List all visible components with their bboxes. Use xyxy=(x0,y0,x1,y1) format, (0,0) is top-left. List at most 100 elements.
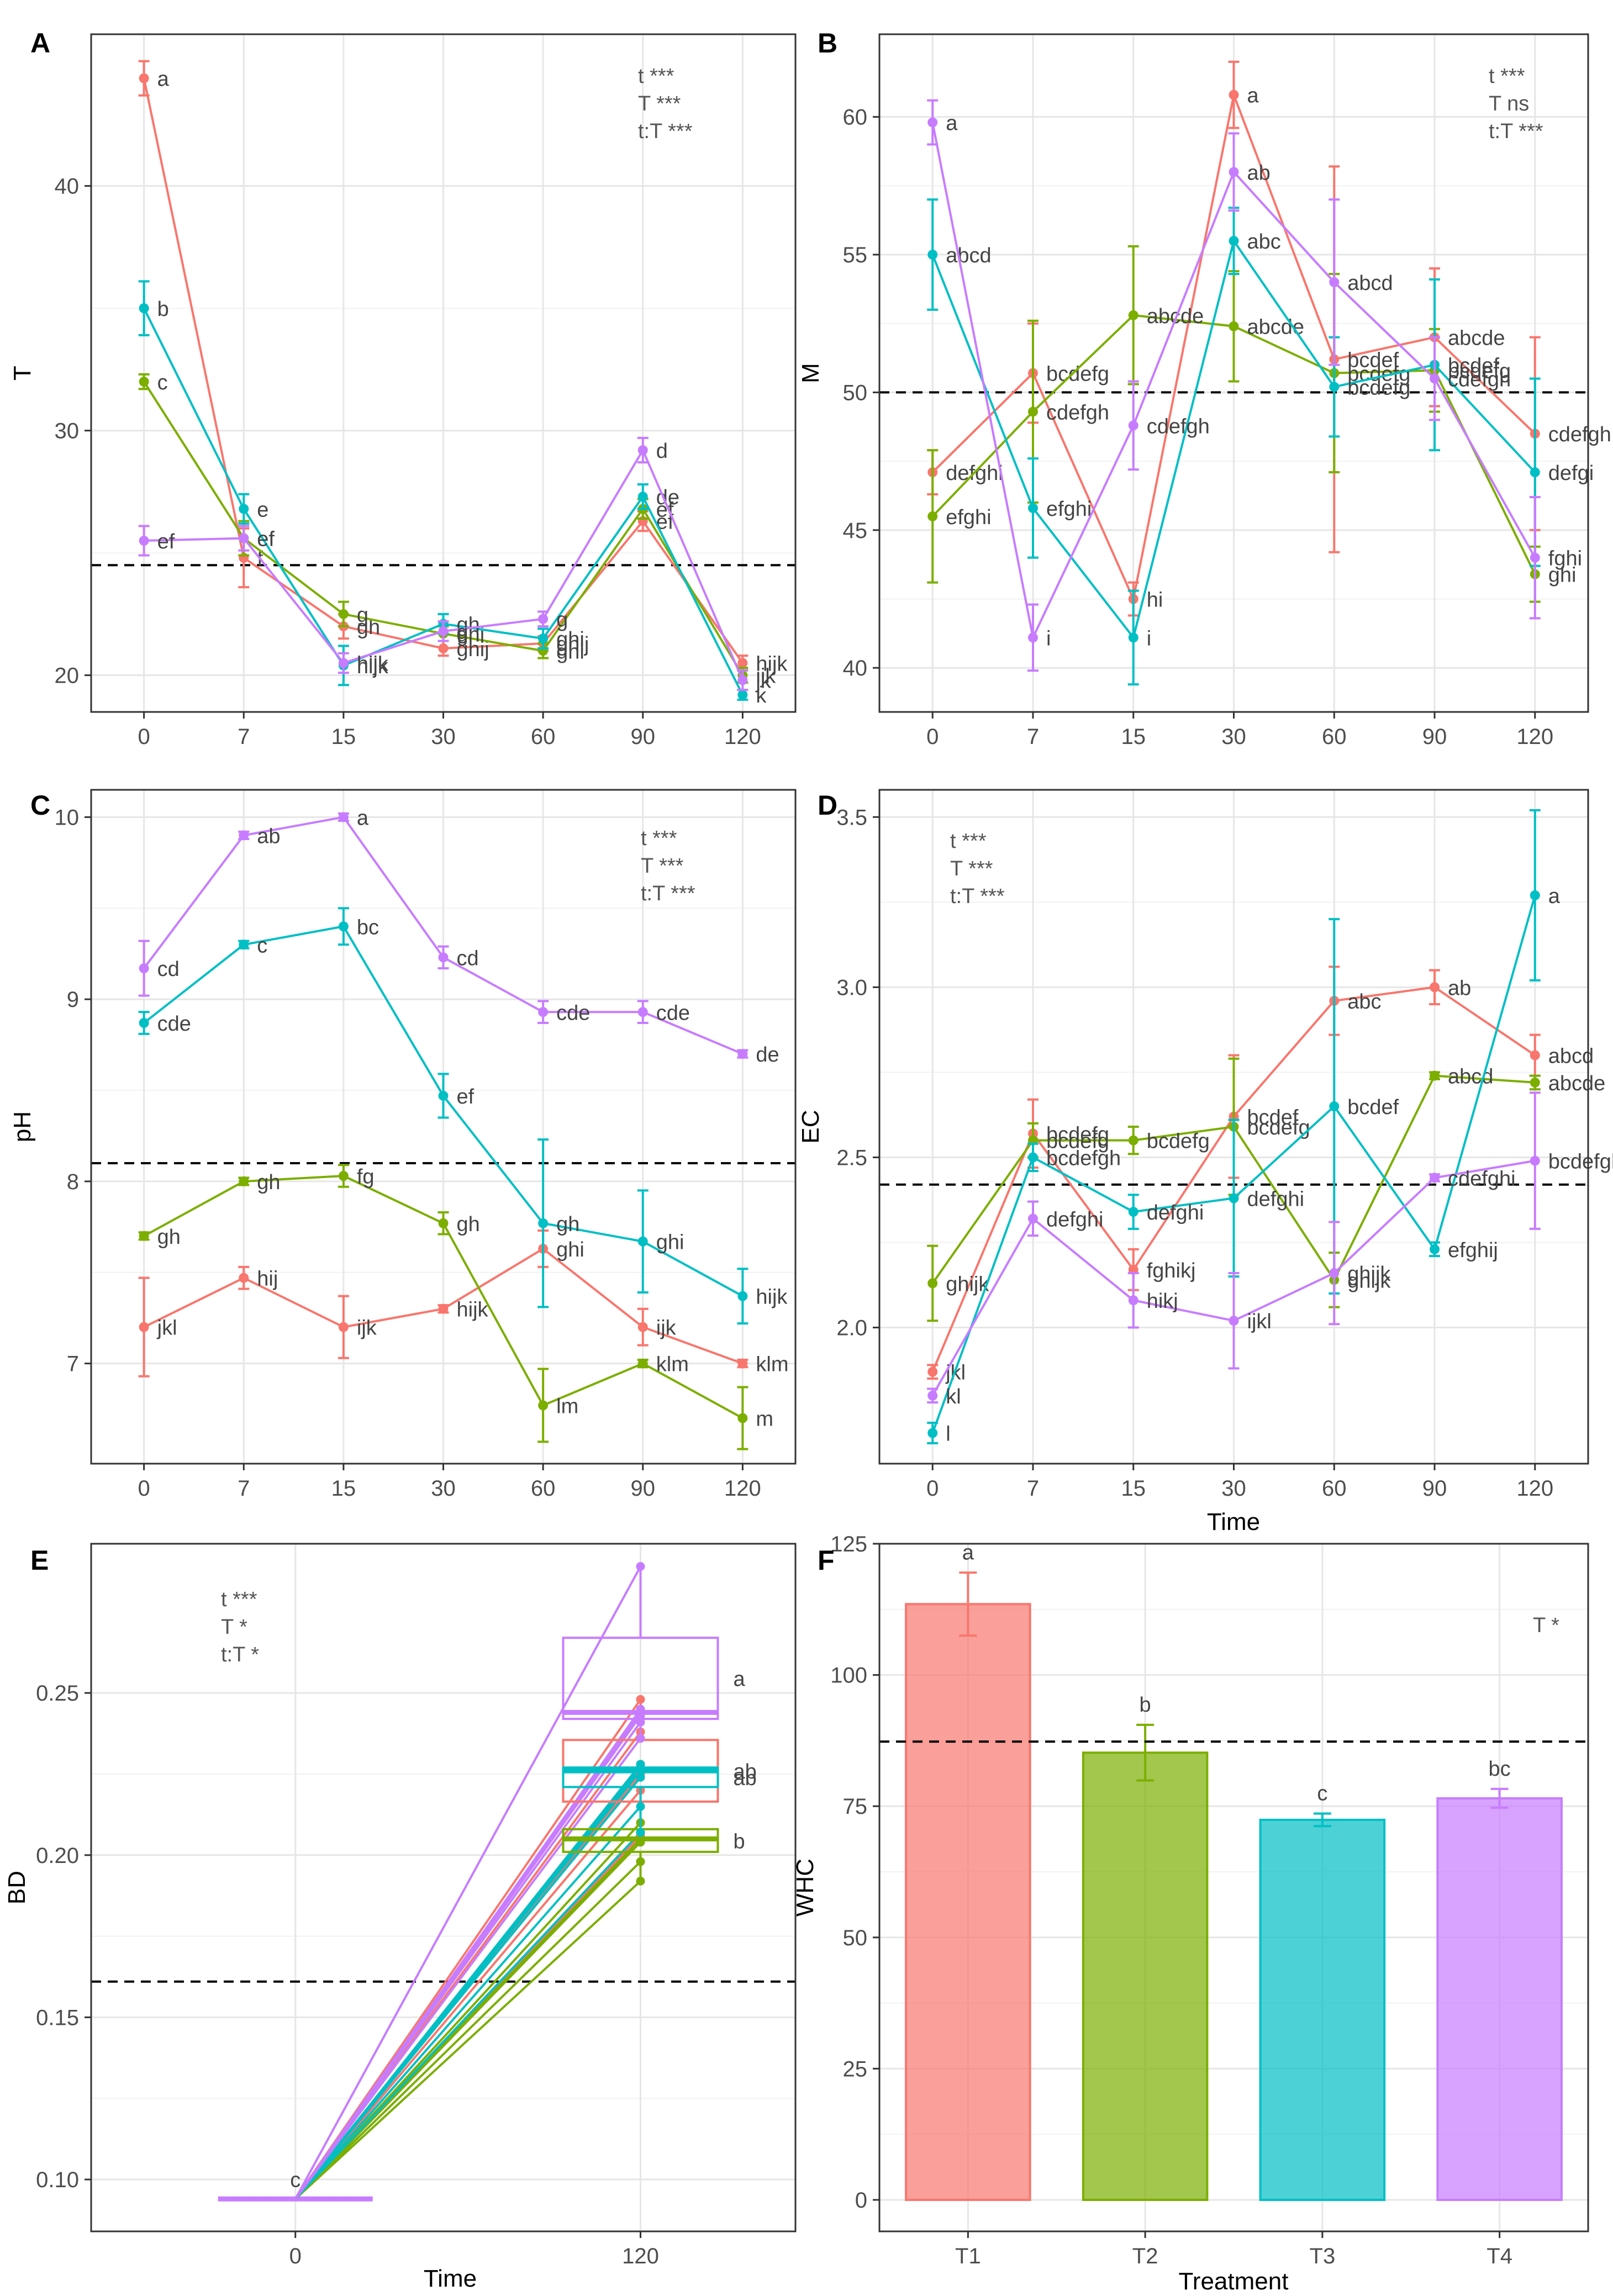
bar-T2 xyxy=(1082,1751,1209,2201)
stats-annotation: T ns xyxy=(1489,92,1529,115)
significance-letter: hi xyxy=(1147,589,1163,612)
significance-letter: gh xyxy=(556,1213,579,1236)
significance-letter: ghi xyxy=(556,640,584,663)
data-point-T3 xyxy=(637,1236,648,1247)
data-point-T3 xyxy=(1229,236,1239,246)
y-tick-label: 60 xyxy=(843,105,868,130)
stats-annotation: t *** xyxy=(638,65,674,88)
significance-letter: cdefgh xyxy=(1448,368,1511,391)
x-tick-label: 30 xyxy=(1221,1476,1246,1501)
data-point-T4 xyxy=(139,535,149,546)
stats-annotation: t *** xyxy=(950,830,987,853)
data-point-T3 xyxy=(239,939,249,950)
y-tick-label: 3.5 xyxy=(836,805,867,830)
data-point-T4 xyxy=(139,963,149,974)
data-point-T2 xyxy=(338,1171,349,1181)
data-point-T2 xyxy=(1128,1135,1138,1146)
data-point-T4 xyxy=(338,658,349,668)
x-tick-label: 15 xyxy=(1121,725,1146,749)
significance-letter: gh xyxy=(157,1226,181,1249)
y-axis-label: EC xyxy=(797,1110,824,1143)
significance-letter: bcdefg xyxy=(1247,1116,1310,1139)
significance-letter: efghij xyxy=(1448,1239,1498,1262)
x-tick-label: 0 xyxy=(289,2244,302,2268)
significance-letter: a xyxy=(962,1541,974,1564)
y-tick-label: 0.20 xyxy=(36,1844,79,1868)
data-point-T4 xyxy=(636,1717,645,1727)
significance-letter: defgi xyxy=(1548,462,1594,485)
data-point-T2 xyxy=(927,511,938,521)
significance-letter: a xyxy=(157,68,170,91)
significance-letter: a xyxy=(1247,85,1259,108)
paired-line-T4 xyxy=(294,1566,642,2200)
x-tick-label: 0 xyxy=(926,725,939,749)
significance-letter: ab xyxy=(257,825,280,848)
significance-letter: c xyxy=(157,371,168,394)
significance-letter: e xyxy=(257,498,268,521)
data-point-T1 xyxy=(239,1273,249,1283)
significance-letter: abcd xyxy=(1548,1045,1594,1068)
significance-letter: l xyxy=(946,1423,950,1446)
stats-annotation: T * xyxy=(221,1616,247,1639)
stats-annotation: t *** xyxy=(641,827,677,850)
x-tick-label: 90 xyxy=(1422,725,1447,749)
y-axis-label: BD xyxy=(3,1871,30,1904)
y-axis-label: WHC xyxy=(792,1859,819,1917)
x-tick-label: T4 xyxy=(1487,2244,1512,2268)
data-point-T3 xyxy=(438,1090,449,1101)
significance-letter: abcd xyxy=(946,244,991,267)
y-tick-label: 9 xyxy=(67,988,79,1012)
stats-annotation: t:T * xyxy=(221,1643,259,1666)
y-tick-label: 40 xyxy=(55,175,80,199)
paired-line-T3 xyxy=(294,1776,642,2200)
stats-annotation: t *** xyxy=(1489,65,1525,88)
y-axis-label: M xyxy=(797,363,824,383)
significance-letter: hij xyxy=(257,1268,278,1291)
y-tick-label: 20 xyxy=(55,664,80,688)
x-tick-label: 30 xyxy=(431,1476,456,1501)
significance-letter: cdefgh xyxy=(1548,423,1611,446)
x-tick-label: 30 xyxy=(1221,725,1246,749)
x-tick-label: 7 xyxy=(1027,1476,1039,1501)
data-point-T2 xyxy=(239,1176,249,1186)
panel-letter: F xyxy=(818,1545,835,1576)
data-point-T3 xyxy=(139,1018,149,1028)
significance-letter: ab xyxy=(734,1760,757,1783)
significance-letter: gh xyxy=(457,614,480,637)
x-tick-label: 90 xyxy=(1422,1476,1447,1501)
data-point-T4 xyxy=(737,1049,748,1059)
y-tick-label: 55 xyxy=(843,243,868,267)
x-axis-label: Treatment xyxy=(1179,2268,1289,2295)
panel-letter: C xyxy=(30,790,50,821)
y-tick-label: 2.0 xyxy=(836,1316,867,1340)
panel-letter: D xyxy=(818,790,837,821)
significance-letter: hijk xyxy=(457,1299,489,1322)
data-point-T1 xyxy=(737,658,748,668)
x-tick-label: T3 xyxy=(1310,2244,1336,2268)
data-point-T3 xyxy=(927,1428,938,1438)
data-point-T2 xyxy=(637,1358,648,1369)
significance-letter: defghi xyxy=(1147,1201,1204,1224)
bar-T4 xyxy=(1436,1797,1563,2201)
x-axis-label: Time xyxy=(1207,1508,1260,1535)
data-point-T2 xyxy=(538,1400,549,1411)
data-point-T2 xyxy=(1229,321,1239,331)
x-tick-label: 15 xyxy=(1121,1476,1146,1501)
paired-line-T4 xyxy=(294,1738,642,2200)
significance-letter: abc xyxy=(1347,990,1381,1014)
y-tick-label: 50 xyxy=(843,381,868,405)
significance-letter: defghi xyxy=(1247,1187,1305,1211)
significance-letter: g xyxy=(457,621,468,644)
data-point-T1 xyxy=(139,1322,149,1332)
data-point-T4 xyxy=(636,1711,645,1720)
data-point-T1 xyxy=(438,643,449,653)
x-axis-label: Time xyxy=(424,2265,477,2292)
data-point-T3 xyxy=(1229,1193,1239,1204)
data-point-T2 xyxy=(1027,407,1038,417)
data-point-T4 xyxy=(637,1007,648,1017)
significance-letter: ab xyxy=(1448,977,1471,1000)
significance-letter: ijk xyxy=(357,1317,377,1340)
significance-letter: cdefgh xyxy=(1147,415,1210,438)
